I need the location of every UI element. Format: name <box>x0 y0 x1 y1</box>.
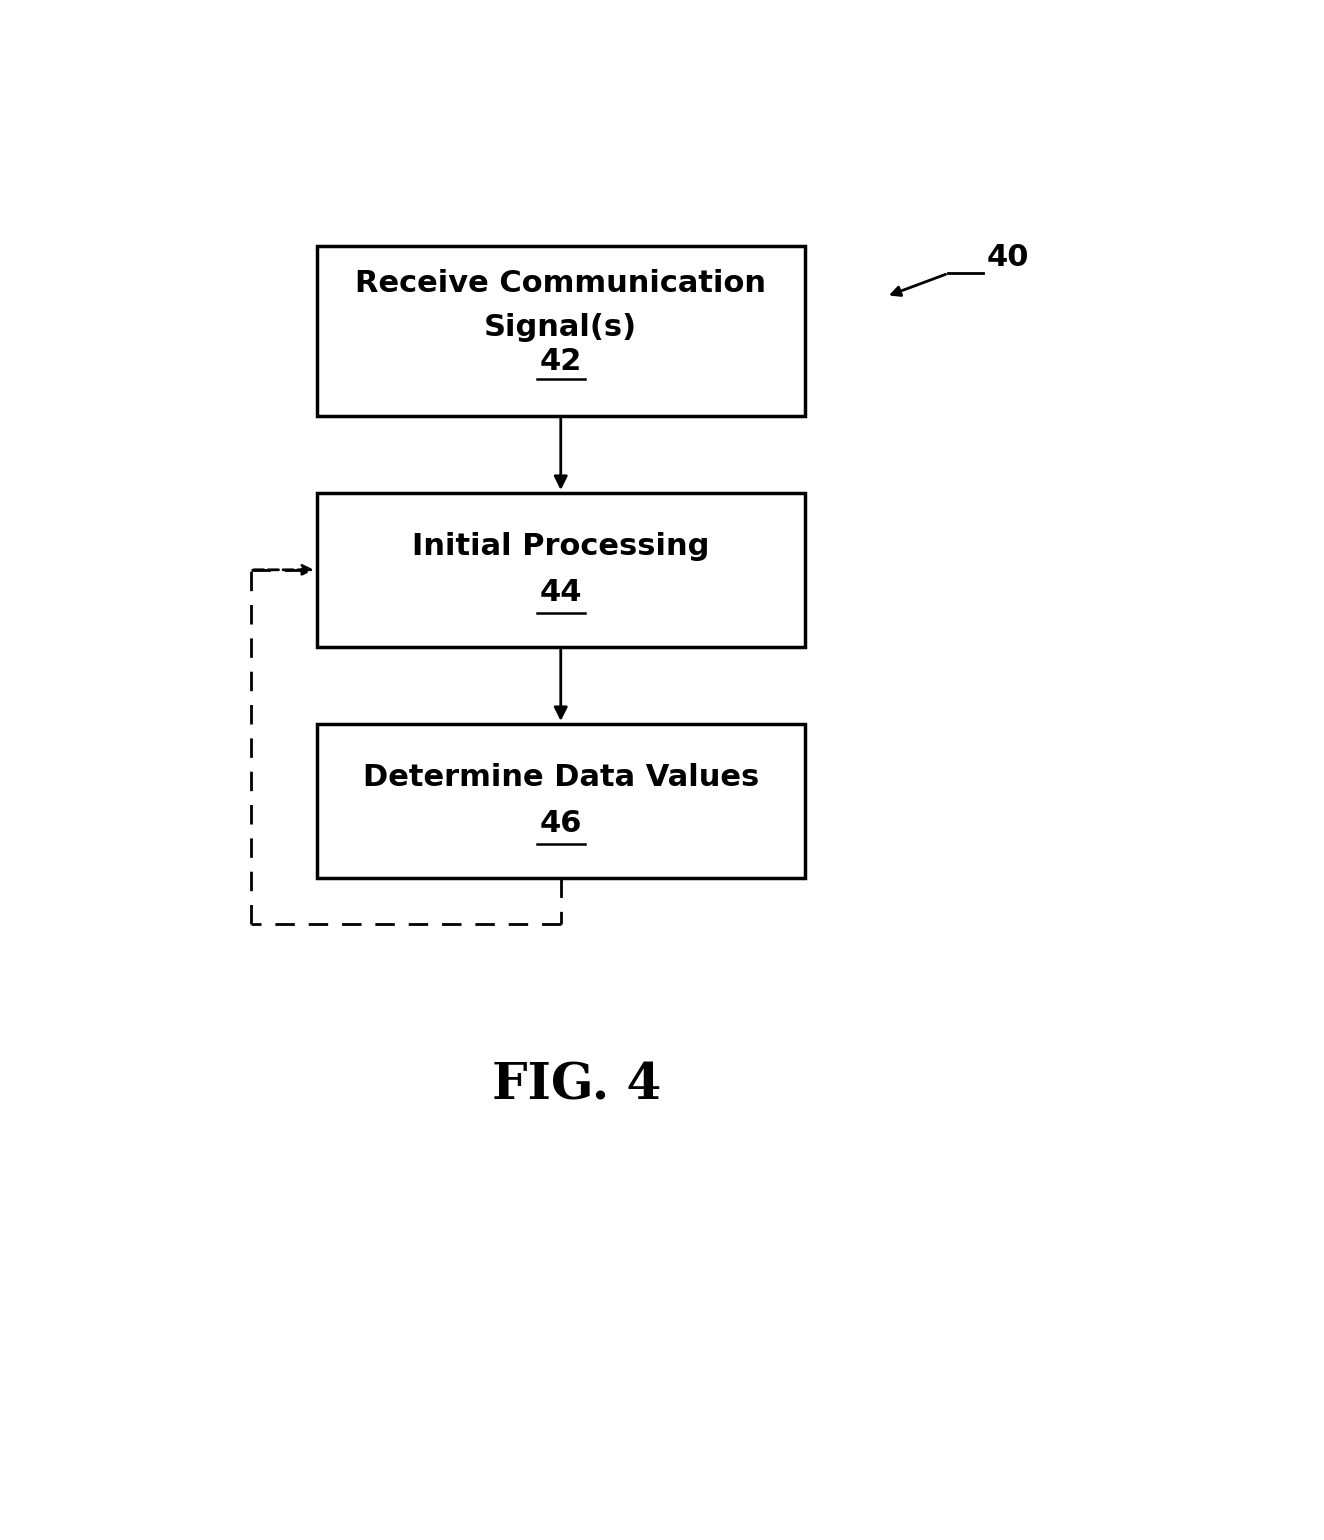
Text: 46: 46 <box>539 810 583 838</box>
Bar <box>316 724 805 878</box>
Bar <box>316 493 805 647</box>
Text: FIG. 4: FIG. 4 <box>491 1061 661 1110</box>
Text: Receive Communication: Receive Communication <box>355 270 767 299</box>
Text: Determine Data Values: Determine Data Values <box>363 764 759 792</box>
Text: 42: 42 <box>540 346 583 376</box>
Text: Initial Processing: Initial Processing <box>412 533 710 561</box>
Text: Signal(s): Signal(s) <box>485 313 637 342</box>
Bar <box>316 246 805 416</box>
Text: 44: 44 <box>539 579 583 607</box>
Text: 40: 40 <box>986 243 1030 273</box>
